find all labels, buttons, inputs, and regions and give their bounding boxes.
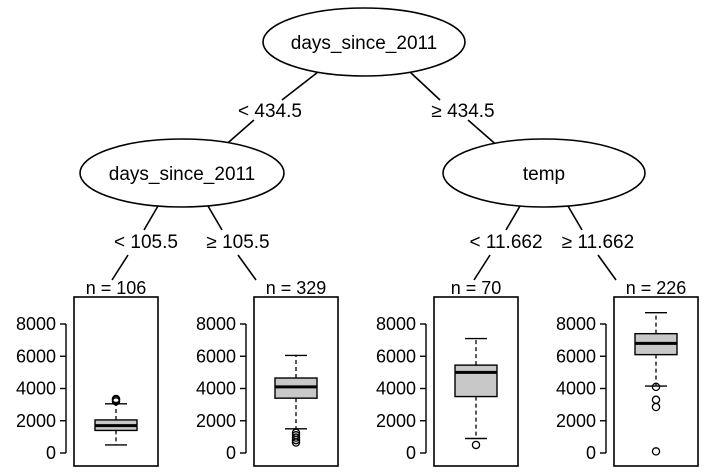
root-left-edge-label: < 434.5 xyxy=(238,101,302,122)
edge-left-left xyxy=(143,205,159,231)
leaf-n-label: n = 106 xyxy=(86,278,147,298)
y-tick-label: 6000 xyxy=(196,346,236,366)
leaf-panels: n = 106 8000 6000 4000 2000 0 n = 329 8000 6000 4… xyxy=(16,278,699,467)
leaf-panel xyxy=(613,296,699,467)
root-node-label: days_since_2011 xyxy=(291,33,437,54)
left-right-edge-label: ≥ 105.5 xyxy=(206,232,269,253)
y-tick-label: 0 xyxy=(406,443,416,463)
leaf-n-label: n = 70 xyxy=(451,278,502,298)
iqr-box xyxy=(454,364,498,398)
left-left-edge-label: < 105.5 xyxy=(114,232,178,253)
edge-left-right xyxy=(207,205,223,231)
right-left-edge-label: < 11.662 xyxy=(469,232,542,253)
leaf-n-label: n = 226 xyxy=(626,278,687,298)
right-right-edge-label: ≥ 11.662 xyxy=(562,232,634,253)
y-tick-label: 6000 xyxy=(556,346,596,366)
outlier-point xyxy=(291,431,301,440)
right-node-label: temp xyxy=(523,164,565,185)
left-node-label: days_since_2011 xyxy=(109,164,255,185)
outlier-point xyxy=(651,395,661,405)
edge-root-right xyxy=(409,71,441,101)
y-tick-label: 8000 xyxy=(556,314,596,334)
edge-right-left xyxy=(505,205,521,231)
root-node xyxy=(262,7,466,77)
root-right-edge-label: ≥ 434.5 xyxy=(431,101,494,122)
y-tick-label: 8000 xyxy=(196,314,236,334)
y-tick-label: 4000 xyxy=(556,379,596,399)
y-tick-label: 4000 xyxy=(376,379,416,399)
y-tick-label: 6000 xyxy=(16,346,56,366)
y-tick-label: 2000 xyxy=(376,411,416,431)
y-tick-label: 6000 xyxy=(376,346,416,366)
left-node xyxy=(79,138,285,208)
right-node xyxy=(442,138,646,208)
leaf-n-label: n = 329 xyxy=(266,278,327,298)
y-tick-label: 8000 xyxy=(376,314,416,334)
edge-root-left xyxy=(281,71,319,101)
outlier-point xyxy=(291,428,301,438)
edge-right-right xyxy=(567,205,583,231)
edge-left-left-lower xyxy=(111,254,129,281)
outlier-point xyxy=(111,394,121,404)
y-tick-label: 0 xyxy=(586,443,596,463)
y-tick-label: 0 xyxy=(226,443,236,463)
y-tick-label: 2000 xyxy=(556,411,596,431)
outlier-point xyxy=(471,440,481,450)
y-tick-label: 4000 xyxy=(16,379,56,399)
edge-right-right-lower xyxy=(597,254,617,281)
y-tick-label: 8000 xyxy=(16,314,56,334)
y-tick-label: 2000 xyxy=(16,411,56,431)
edge-left-right-lower xyxy=(237,254,257,281)
outlier-point xyxy=(291,433,301,442)
outlier-point xyxy=(651,447,661,456)
y-tick-label: 2000 xyxy=(196,411,236,431)
y-tick-label: 4000 xyxy=(196,379,236,399)
edge-right-left-lower xyxy=(473,254,491,281)
y-tick-label: 0 xyxy=(46,443,56,463)
outlier-point xyxy=(651,382,661,392)
